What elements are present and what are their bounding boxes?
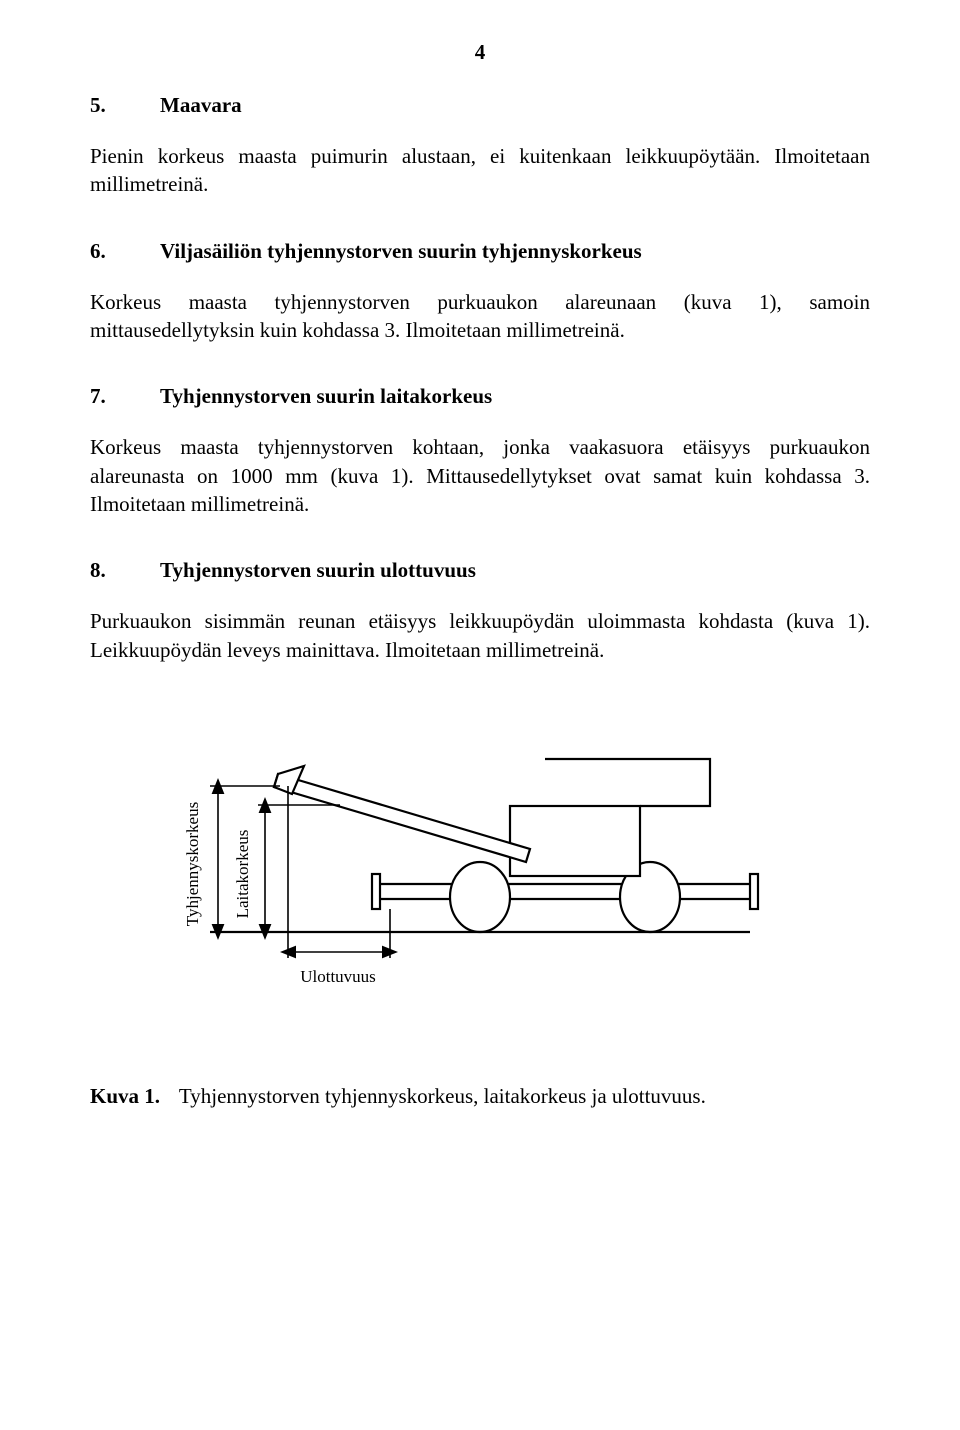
section-title: Tyhjennystorven suurin ulottuvuus xyxy=(160,558,476,583)
figure-caption-text: Tyhjennystorven tyhjennyskorkeus, laitak… xyxy=(179,1084,706,1108)
section-heading: 5. Maavara xyxy=(90,93,870,118)
figure-caption: Kuva 1. Tyhjennystorven tyhjennyskorkeus… xyxy=(90,1084,870,1109)
section-7: 7. Tyhjennystorven suurin laitakorkeus K… xyxy=(90,384,870,518)
trailer-box xyxy=(510,806,640,876)
dim-label-tyhjennyskorkeus: Tyhjennyskorkeus xyxy=(183,802,202,926)
section-number: 8. xyxy=(90,558,112,583)
section-heading: 6. Viljasäiliön tyhjennystorven suurin t… xyxy=(90,239,870,264)
section-body: Pienin korkeus maasta puimurin alustaan,… xyxy=(90,142,870,199)
auger-tube xyxy=(274,766,530,862)
section-heading: 8. Tyhjennystorven suurin ulottuvuus xyxy=(90,558,870,583)
section-number: 6. xyxy=(90,239,112,264)
diagram-tyhjennystorvi: Tyhjennyskorkeus Laitakorkeus Ulottuvuus xyxy=(150,734,770,1004)
trailer-lid xyxy=(545,759,710,806)
section-8: 8. Tyhjennystorven suurin ulottuvuus Pur… xyxy=(90,558,870,664)
dim-laitakorkeus xyxy=(258,805,340,932)
section-body: Purkuaukon sisimmän reunan etäisyys leik… xyxy=(90,607,870,664)
section-heading: 7. Tyhjennystorven suurin laitakorkeus xyxy=(90,384,870,409)
section-title: Viljasäiliön tyhjennystorven suurin tyhj… xyxy=(160,239,642,264)
page: 4 5. Maavara Pienin korkeus maasta puimu… xyxy=(0,0,960,1430)
section-number: 7. xyxy=(90,384,112,409)
section-6: 6. Viljasäiliön tyhjennystorven suurin t… xyxy=(90,239,870,345)
page-number: 4 xyxy=(90,40,870,65)
section-title: Maavara xyxy=(160,93,242,118)
section-title: Tyhjennystorven suurin laitakorkeus xyxy=(160,384,492,409)
section-body: Korkeus maasta tyhjennystorven kohtaan, … xyxy=(90,433,870,518)
section-number: 5. xyxy=(90,93,112,118)
figure-caption-label: Kuva 1. xyxy=(90,1084,160,1108)
section-5: 5. Maavara Pienin korkeus maasta puimuri… xyxy=(90,93,870,199)
section-body: Korkeus maasta tyhjennystorven purkuauko… xyxy=(90,288,870,345)
trailer-platform xyxy=(372,874,758,909)
figure-block: Tyhjennyskorkeus Laitakorkeus Ulottuvuus xyxy=(90,734,870,1004)
dim-label-laitakorkeus: Laitakorkeus xyxy=(233,830,252,919)
dim-label-ulottuvuus: Ulottuvuus xyxy=(300,967,376,986)
